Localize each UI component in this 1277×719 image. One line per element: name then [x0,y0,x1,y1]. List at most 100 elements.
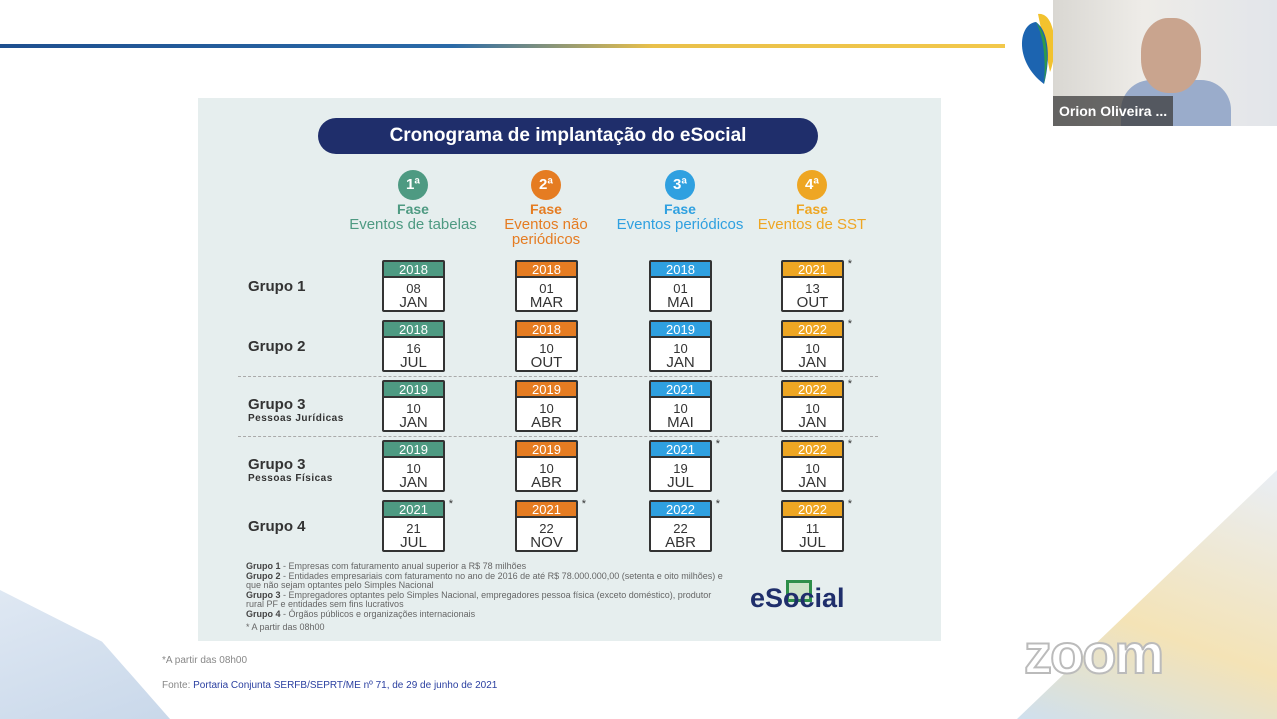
group-label: Grupo 2 [248,338,306,355]
phase-events: Eventos de tabelas [349,216,477,233]
date-day: 16 [406,341,421,356]
group-note: Grupo 4 - Órgãos públicos e organizações… [246,609,726,620]
group-note: Grupo 2 - Entidades empresariais com fat… [246,570,726,591]
note-star: * A partir das 08h00 [246,622,325,632]
date-month: ABR [531,414,562,431]
phase-header: 3ª Fase Eventos periódicos [615,170,745,232]
date-day: 21 [406,521,421,536]
divider [238,376,878,377]
date-month: JUL [667,474,694,491]
date-month: OUT [530,354,563,371]
date-month: MAI [667,414,694,431]
phase-events: Eventos de SST [757,216,867,233]
note-key: Grupo 2 [246,570,281,581]
group-label: Grupo 4 [248,518,306,535]
zoom-watermark: zoom [1023,622,1165,685]
background-decoration [0,590,170,719]
date-day: 10 [805,401,820,416]
date-calendar: 2018 10 OUT [515,320,578,372]
phase-header: 1ª Fase Eventos de tabelas [348,170,478,232]
source-label: Fonte: [162,680,194,691]
date-month: JAN [798,414,827,431]
group-sub: Pessoas Jurídicas [248,413,344,424]
date-day: 10 [539,341,554,356]
participant-face [1141,18,1201,93]
asterisk: * [448,498,453,510]
date-month: MAI [667,294,694,311]
date-month: ABR [531,474,562,491]
asterisk: * [581,498,586,510]
date-calendar: 2021 21 JUL * [382,498,453,552]
date-year: 2022 [783,502,842,518]
group-notes: Grupo 1 - Empresas com faturamento anual… [246,561,726,633]
date-year: 2018 [384,262,443,278]
group-name: Grupo 4 [248,518,306,535]
group-note: Grupo 1 - Empresas com faturamento anual… [246,561,726,572]
date-day: 01 [673,281,688,296]
date-calendar: 2019 10 JAN [382,380,445,432]
esocial-brand: eSocial [750,583,845,613]
date-day: 11 [805,521,820,536]
date-day: 10 [805,461,820,476]
date-year: 2018 [651,262,710,278]
date-month: NOV [530,534,563,551]
date-day: 01 [539,281,554,296]
participant-video[interactable]: Orion Oliveira ... [1053,0,1277,126]
date-year: 2019 [384,442,443,458]
date-calendar: 2022 10 JAN * [781,378,852,432]
date-calendar: 2022 11 JUL * [781,498,852,552]
date-calendar: 2019 10 ABR [515,380,578,432]
date-year: 2021 [783,262,842,278]
header-line [0,44,1005,48]
asterisk: * [847,378,852,390]
group-note: Grupo 3 - Empregadores optantes pelo Sim… [246,589,726,610]
phase-number: 2ª [531,170,561,200]
date-year: 2018 [384,322,443,338]
date-month: MAR [529,294,564,311]
phase-header: 2ª Fase Eventos não periódicos [481,170,611,247]
date-day: 10 [406,401,421,416]
date-month: JAN [798,354,827,371]
source-link[interactable]: Portaria Conjunta SERFB/SEPRT/ME nº 71, … [193,680,498,691]
date-day: 13 [805,281,820,296]
date-calendar: 2022 10 JAN * [781,318,852,372]
date-calendar: 2021 10 MAI [649,380,712,432]
note-key: Grupo 1 [246,561,281,571]
asterisk: * [715,498,720,510]
date-calendar: 2019 10 ABR [515,440,578,492]
phase-label: Fase [397,201,429,217]
phase-events: Eventos não periódicos [504,216,588,248]
group-sub: Pessoas Físicas [248,473,333,484]
date-calendar: 2018 01 MAI [649,260,712,312]
date-year: 2021 [384,502,443,518]
date-year: 2019 [384,382,443,398]
note-text: - Empregadores optantes pelo Simples Nac… [246,589,712,609]
date-calendar: 2021 19 JUL * [649,438,720,492]
source-line: Fonte: Portaria Conjunta SERFB/SEPRT/ME … [162,680,497,691]
date-year: 2019 [517,442,576,458]
date-day: 10 [406,461,421,476]
date-year: 2022 [783,442,842,458]
phase-number: 4ª [797,170,827,200]
esocial-logo-icon [786,580,812,602]
date-month: JAN [399,474,428,491]
group-label: Grupo 1 [248,278,306,295]
date-month: JAN [666,354,695,371]
date-calendar: 2018 16 JUL [382,320,445,372]
divider [238,436,878,437]
note-text: - Entidades empresariais com faturamento… [246,570,723,590]
date-day: 10 [805,341,820,356]
asterisk: * [847,258,852,270]
date-day: 10 [539,461,554,476]
group-name: Grupo 3 [248,396,306,413]
participant-name: Orion Oliveira ... [1053,96,1174,126]
date-year: 2019 [651,322,710,338]
phase-label: Fase [796,201,828,217]
date-month: ABR [665,534,696,551]
date-calendar: 2022 10 JAN * [781,438,852,492]
group-name: Grupo 2 [248,338,306,355]
footnote: *A partir das 08h00 [162,655,248,666]
phase-label: Fase [664,201,696,217]
date-month: JUL [799,534,826,551]
date-day: 19 [673,461,688,476]
